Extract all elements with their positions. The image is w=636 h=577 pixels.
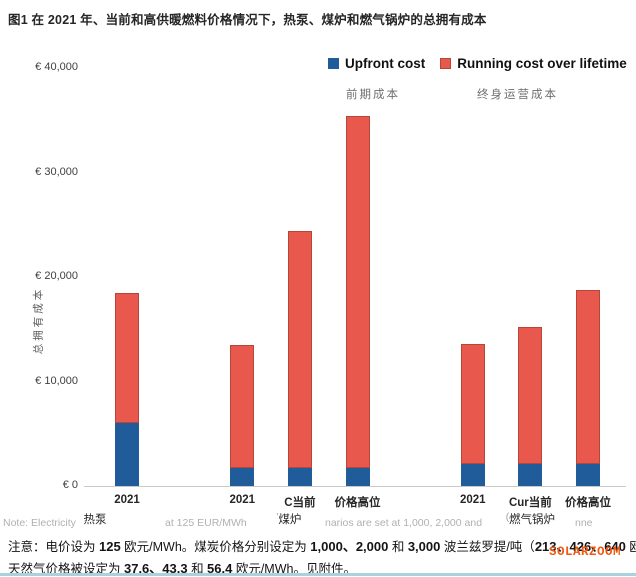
bar-upfront-segment [345, 468, 370, 486]
upfront-cost-swatch-icon [328, 58, 339, 69]
bar-running-segment [460, 343, 485, 465]
footnote-number: 1,000、2,000 [310, 539, 389, 554]
footnote-number: 56.4 [207, 561, 233, 576]
faint-english-note-fragment: nne [575, 517, 593, 529]
footnote-text: 波兰兹罗提/吨（ [440, 540, 535, 554]
y-axis-tick-label: € 20,000 [35, 270, 78, 282]
faint-english-note-fragment: at 125 EUR/MWh [165, 517, 247, 529]
footnote-text: 天然气价格被设定为 [8, 562, 124, 576]
running-cost-swatch-icon [440, 58, 452, 69]
group-label-text: 煤炉 [278, 514, 302, 526]
footnote-number: 37.6、43.3 [123, 561, 188, 576]
bar-upfront-segment [230, 468, 255, 486]
y-axis-tick-label: € 0 [62, 479, 78, 491]
legend-zh-running-cost: 终身运营成本 [477, 89, 558, 101]
legend-item-running-cost: Running cost over lifetime [440, 56, 627, 71]
faint-english-note-fragment: narios are set at 1,000, 2,000 and [325, 517, 483, 529]
bar-running-segment [287, 231, 312, 469]
group-label-text: 燃气锅炉 [509, 514, 556, 526]
y-axis-tick-label: € 30,000 [35, 165, 78, 178]
x-axis-tick-label: 2021 [114, 494, 140, 506]
x-axis-tick-label: 价格高位 [565, 497, 611, 509]
figure-title: 图1 在 2021 年、当前和高供暖燃料价格情况下，热泵、煤炉和燃气锅炉的总拥有… [8, 13, 487, 27]
footnote-line-2: 天然气价格被设定为 37.6、43.3 和 56.4 欧元/MWh。见附件。 [8, 558, 632, 577]
footnote-text: 和 [388, 540, 408, 554]
footnote-text: 欧元/MWh。见附件。 [232, 562, 356, 576]
x-axis-group-label: '煤炉 [234, 511, 344, 527]
bar-running-segment [230, 344, 255, 469]
bar-upfront-segment [287, 468, 312, 486]
bar-running-segment [576, 289, 600, 465]
footnote-line-1: 注意：电价设为 125 欧元/MWh。煤炭价格分别设定为 1,000、2,000… [8, 536, 636, 555]
x-axis-tick-label: C当前 [284, 497, 316, 509]
bar-running-segment [115, 292, 139, 424]
legend-label-upfront-cost: Upfront cost [345, 56, 426, 71]
x-axis-tick-label: 2021 [459, 494, 486, 506]
footnote-number: 3,000 [407, 539, 441, 554]
footer-accent-line [0, 573, 636, 576]
bar-upfront-segment [518, 464, 543, 486]
footnote-number: 213、426、640 [534, 539, 626, 554]
footnote-number: 125 [98, 539, 121, 554]
x-axis-tick-label: Cur当前 [508, 497, 552, 509]
group-label-text: 热泵 [83, 514, 107, 526]
footnote-text: 欧元/MWh。煤炭价格分别设定为 [120, 540, 311, 554]
leftover-text-artifact: ( [505, 512, 510, 523]
bar-running-segment [518, 327, 543, 465]
footnote-text: 欧元/吨）。 [629, 540, 636, 554]
x-axis-tick-label: 2021 [229, 494, 256, 506]
bar-upfront-segment [115, 423, 139, 486]
y-axis-tick-label: € 40,000 [35, 61, 78, 73]
footnote-text: 注意：电价设为 [8, 540, 99, 554]
x-axis-group-label: 热泵 [40, 511, 150, 527]
bar-upfront-segment [576, 464, 600, 486]
x-axis-line [84, 486, 626, 487]
chart-legend: Upfront cost Running cost over lifetime [328, 56, 627, 71]
footnote-text: 和 [187, 562, 208, 576]
faint-english-note-fragment: Note: Electricity [3, 517, 76, 529]
leftover-text-artifact: ' [276, 512, 279, 523]
bar-running-segment [345, 116, 370, 469]
legend-zh-upfront-cost: 前期成本 [346, 89, 400, 101]
y-axis-tick-label: € 10,000 [35, 374, 78, 387]
legend-label-running-cost: Running cost over lifetime [457, 56, 627, 71]
solarzoom-watermark: SOLARZOOM [549, 545, 622, 559]
bar-upfront-segment [460, 464, 485, 486]
legend-item-upfront-cost: Upfront cost [328, 56, 425, 71]
x-axis-tick-label: 价格高位 [334, 497, 381, 509]
x-axis-group-label: (燃气锅炉 [475, 511, 585, 527]
